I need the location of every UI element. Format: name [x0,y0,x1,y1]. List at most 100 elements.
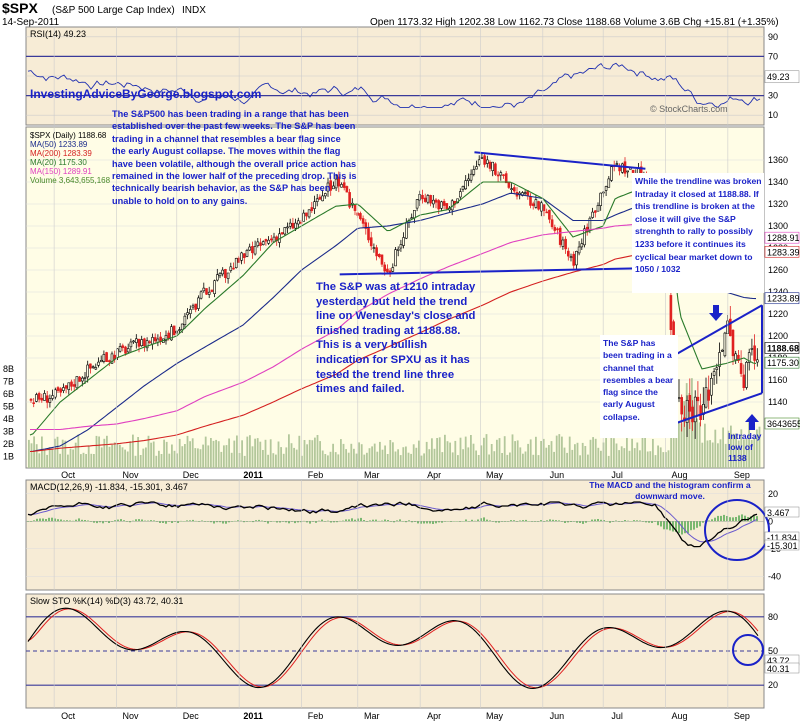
candle-body [105,352,108,362]
volume-bar [171,444,173,468]
volume-bar [714,429,717,468]
volume-bar [103,438,106,468]
candle-body [504,173,508,184]
macd-hist-bar [438,521,440,523]
candle-body [283,227,287,235]
macd-hist-bar [603,520,605,522]
volume-bar [501,453,503,468]
volume-bar [256,438,259,468]
macd-hist-bar [651,521,653,523]
volume-bar [711,442,714,468]
macd-hist-bar [453,521,455,522]
macd-hist-bar [501,521,503,522]
volume-bar [633,448,636,468]
macd-line [27,501,758,548]
macd-hist-bar [495,521,497,523]
macd-hist-bar [396,520,398,522]
volume-bar [35,444,38,468]
volume-bar [493,451,496,468]
macd-hist-bar [63,520,65,522]
candle-body [529,196,532,206]
price-tick: 1200 [768,331,788,341]
candle-body [396,248,400,251]
candle-body [607,178,611,188]
volume-bar [628,450,631,468]
candle-body [170,326,173,341]
volume-bar [228,438,230,468]
volume-tick: 6B [3,389,14,399]
candle-body [205,288,208,295]
macd-hist-bar [192,519,194,522]
volume-bar [431,438,433,468]
volume-bar [329,451,332,468]
macd-hist-bar [381,520,383,522]
volume-bar [657,445,659,468]
volume-bar [197,448,199,468]
volume-bar [189,441,191,468]
volume-bar [407,452,410,468]
volume-bar [184,444,186,468]
candle-body [572,253,576,266]
macd-hist-bar [207,521,209,522]
candle-body [197,297,200,309]
volume-bar [87,445,90,468]
macd-hist-bar [585,521,587,523]
candle-body [305,212,308,217]
candle-body [218,273,222,277]
volume-bar [571,449,574,468]
volume-bar [223,445,225,468]
macd-hist-bar [606,521,608,522]
x-tick-label-bottom: Jun [550,711,565,721]
macd-hist-bar [273,521,275,522]
upper-trendline [474,151,646,170]
candle-body [267,239,270,244]
candle-body [534,199,538,208]
volume-bar [498,438,501,468]
source-credit: © StockCharts.com [650,104,728,114]
macd-hist-bar [66,520,68,522]
macd-hist-bar [684,521,686,534]
macd-hist-bar [399,519,401,522]
annotation-channel-text: The S&P has been trading in a channel th… [603,338,674,422]
legend-ma50: MA(50) 1233.89 [30,140,88,149]
rsi-layer: 907050301049.23 [26,32,800,120]
candle-body [326,182,330,192]
volume-bar [649,451,652,468]
macd-hist-bar [150,520,152,522]
volume-tick: 7B [3,377,14,387]
macd-hist-bar [168,521,170,522]
candle-body [734,353,738,361]
macd-hist-bar [165,521,167,524]
candle-body [688,394,692,412]
volume-bar [558,434,561,468]
macd-hist-bar [342,520,344,522]
candle-body [56,387,60,391]
x-tick-label-bottom: Apr [427,711,441,721]
volume-bar [587,454,589,468]
candle-body [302,212,306,222]
macd-hist-bar [486,519,488,522]
candle-body [693,396,697,423]
annotation-right-text: While the trendline was broken Intraday … [635,176,762,275]
macd-hist-bar [60,519,62,522]
volume-bar [373,443,376,468]
volume-bar [425,441,428,468]
macd-hist-bar [147,520,149,522]
macd-hist-bar [462,521,464,522]
macd-hist-bar [741,514,743,522]
volume-bar [607,455,610,468]
volume-bar [454,440,457,468]
x-tick-label-bottom: Dec [183,711,200,721]
volume-bar [116,443,119,468]
volume-bar [225,445,228,468]
volume-bar [69,448,72,468]
volume-bar [217,441,220,468]
volume-bar [524,451,527,468]
candle-body [137,338,141,347]
price-right-box [764,245,800,258]
volume-bar [137,437,139,468]
volume-bar [41,436,43,468]
x-tick-label-bottom: Aug [672,711,688,721]
candle-body [86,364,89,378]
candle-body [210,289,214,292]
